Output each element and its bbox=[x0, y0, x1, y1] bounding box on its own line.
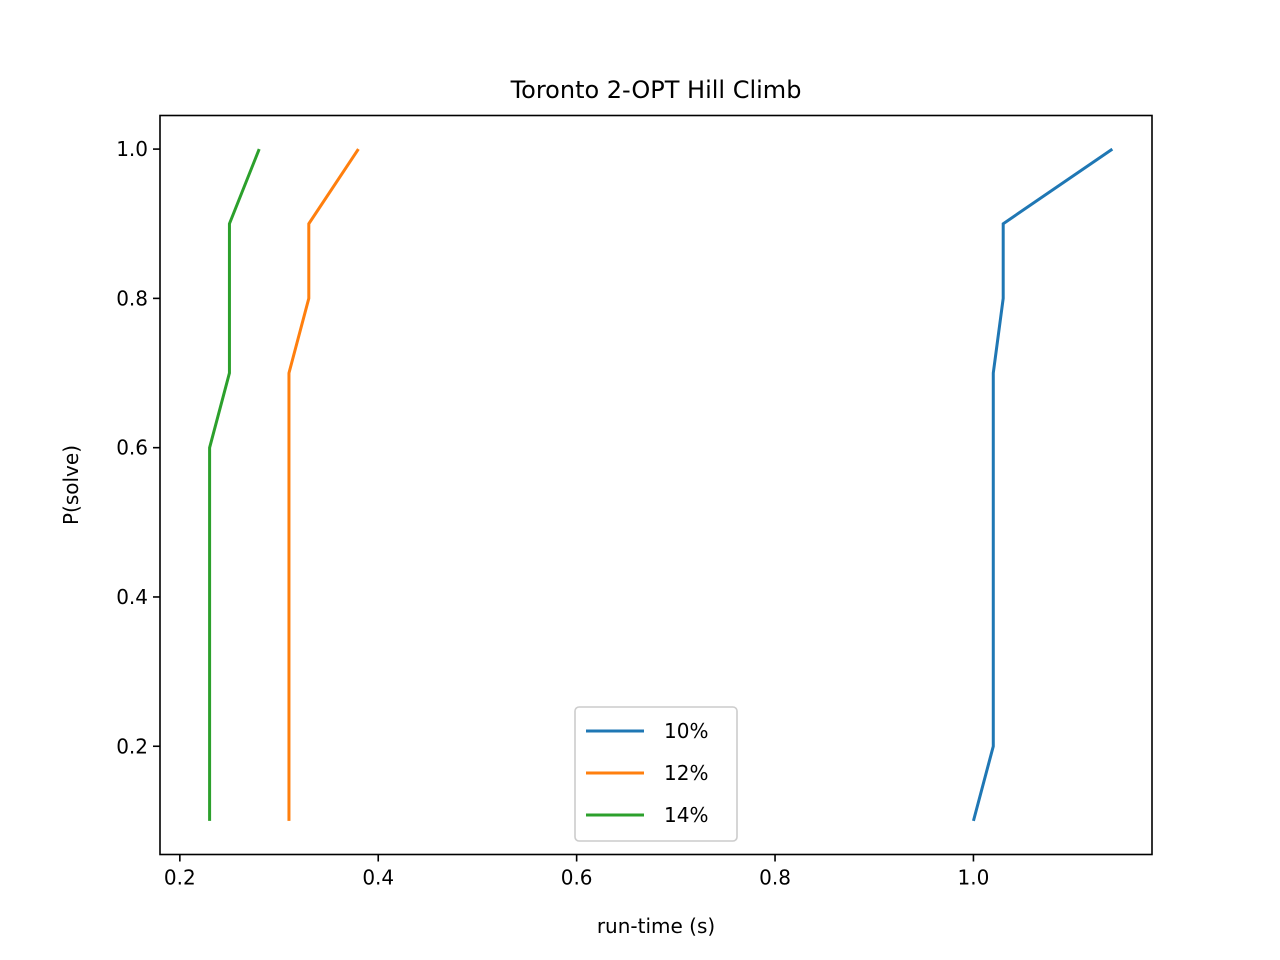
legend: 10% 12% 14% bbox=[574, 706, 738, 842]
plot-frame bbox=[159, 114, 1153, 856]
legend-box bbox=[574, 706, 738, 842]
series-line-10% bbox=[971, 147, 1114, 822]
legend-label-10%: 10% bbox=[664, 719, 708, 743]
series-line-14% bbox=[208, 148, 261, 821]
x-tick-label: 0.2 bbox=[164, 866, 196, 890]
y-tick-label: 0.4 bbox=[116, 585, 148, 609]
x-axis-ticks: 0.2 0.4 0.6 0.8 1.0 bbox=[164, 854, 990, 890]
legend-label-12%: 12% bbox=[664, 761, 708, 785]
series-line-12% bbox=[287, 148, 360, 821]
y-tick-label: 0.6 bbox=[116, 436, 148, 460]
y-tick-label: 1.0 bbox=[116, 137, 148, 161]
x-tick-label: 0.4 bbox=[362, 866, 394, 890]
y-axis-label: P(solve) bbox=[59, 445, 83, 525]
chart-title: Toronto 2-OPT Hill Climb bbox=[510, 76, 802, 104]
x-tick-label: 0.8 bbox=[759, 866, 791, 890]
x-tick-label: 0.6 bbox=[561, 866, 593, 890]
x-axis-label: run-time (s) bbox=[597, 914, 715, 938]
y-tick-label: 0.2 bbox=[116, 734, 148, 758]
series-layer bbox=[208, 147, 1114, 822]
y-axis-ticks: 0.2 0.4 0.6 0.8 1.0 bbox=[116, 137, 160, 758]
x-tick-label: 1.0 bbox=[958, 866, 990, 890]
legend-label-14%: 14% bbox=[664, 803, 708, 827]
y-tick-label: 0.8 bbox=[116, 286, 148, 310]
